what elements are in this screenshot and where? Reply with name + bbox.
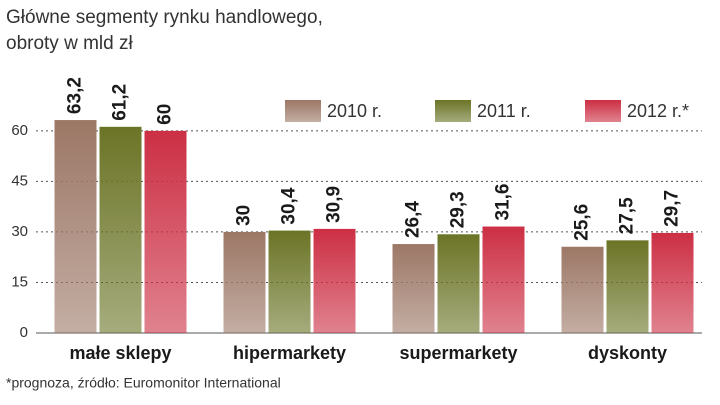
y-tick-label: 0 [20,324,28,341]
chart-title: obroty w mld zł [6,33,133,54]
value-label: 30,4 [279,187,300,224]
bar [561,246,604,333]
value-label: 61,2 [110,84,131,121]
bar [606,240,649,333]
y-tick-label: 45 [11,172,28,189]
x-tick-label: dyskonty [588,343,667,363]
footnote: *prognoza, źródło: Euromonitor Internati… [6,375,281,391]
y-tick-label: 60 [11,122,28,139]
value-label: 29,3 [448,191,469,228]
value-label: 30,9 [324,186,345,223]
x-tick-label: małe sklepy [69,343,171,363]
bar [223,231,266,333]
legend-swatch [435,100,471,122]
bar [268,230,311,333]
bar [482,226,525,333]
x-tick-label: hipermarkety [233,343,346,363]
bar [99,126,142,334]
bar [651,232,694,333]
value-label: 29,7 [662,190,683,227]
y-tick-label: 30 [11,223,28,240]
value-label: 63,2 [65,77,86,114]
chart-title: Główne segmenty rynku handlowego, [6,7,323,28]
legend-label: 2012 r.* [627,101,689,121]
value-label: 60 [155,104,176,125]
value-label: 31,6 [493,184,514,221]
value-label: 25,6 [572,204,593,241]
legend-label: 2011 r. [477,101,531,121]
x-tick-label: supermarkety [399,343,517,363]
legend-swatch [585,100,621,122]
legend-swatch [285,100,321,122]
value-label: 26,4 [403,201,424,238]
y-tick-label: 15 [11,273,28,290]
value-label: 27,5 [617,197,638,234]
bar [392,244,435,333]
bar [313,228,356,333]
legend-label: 2010 r. [327,101,382,121]
value-label: 30 [234,205,255,226]
bar [437,234,480,333]
bar [54,120,97,334]
bar [144,130,187,333]
